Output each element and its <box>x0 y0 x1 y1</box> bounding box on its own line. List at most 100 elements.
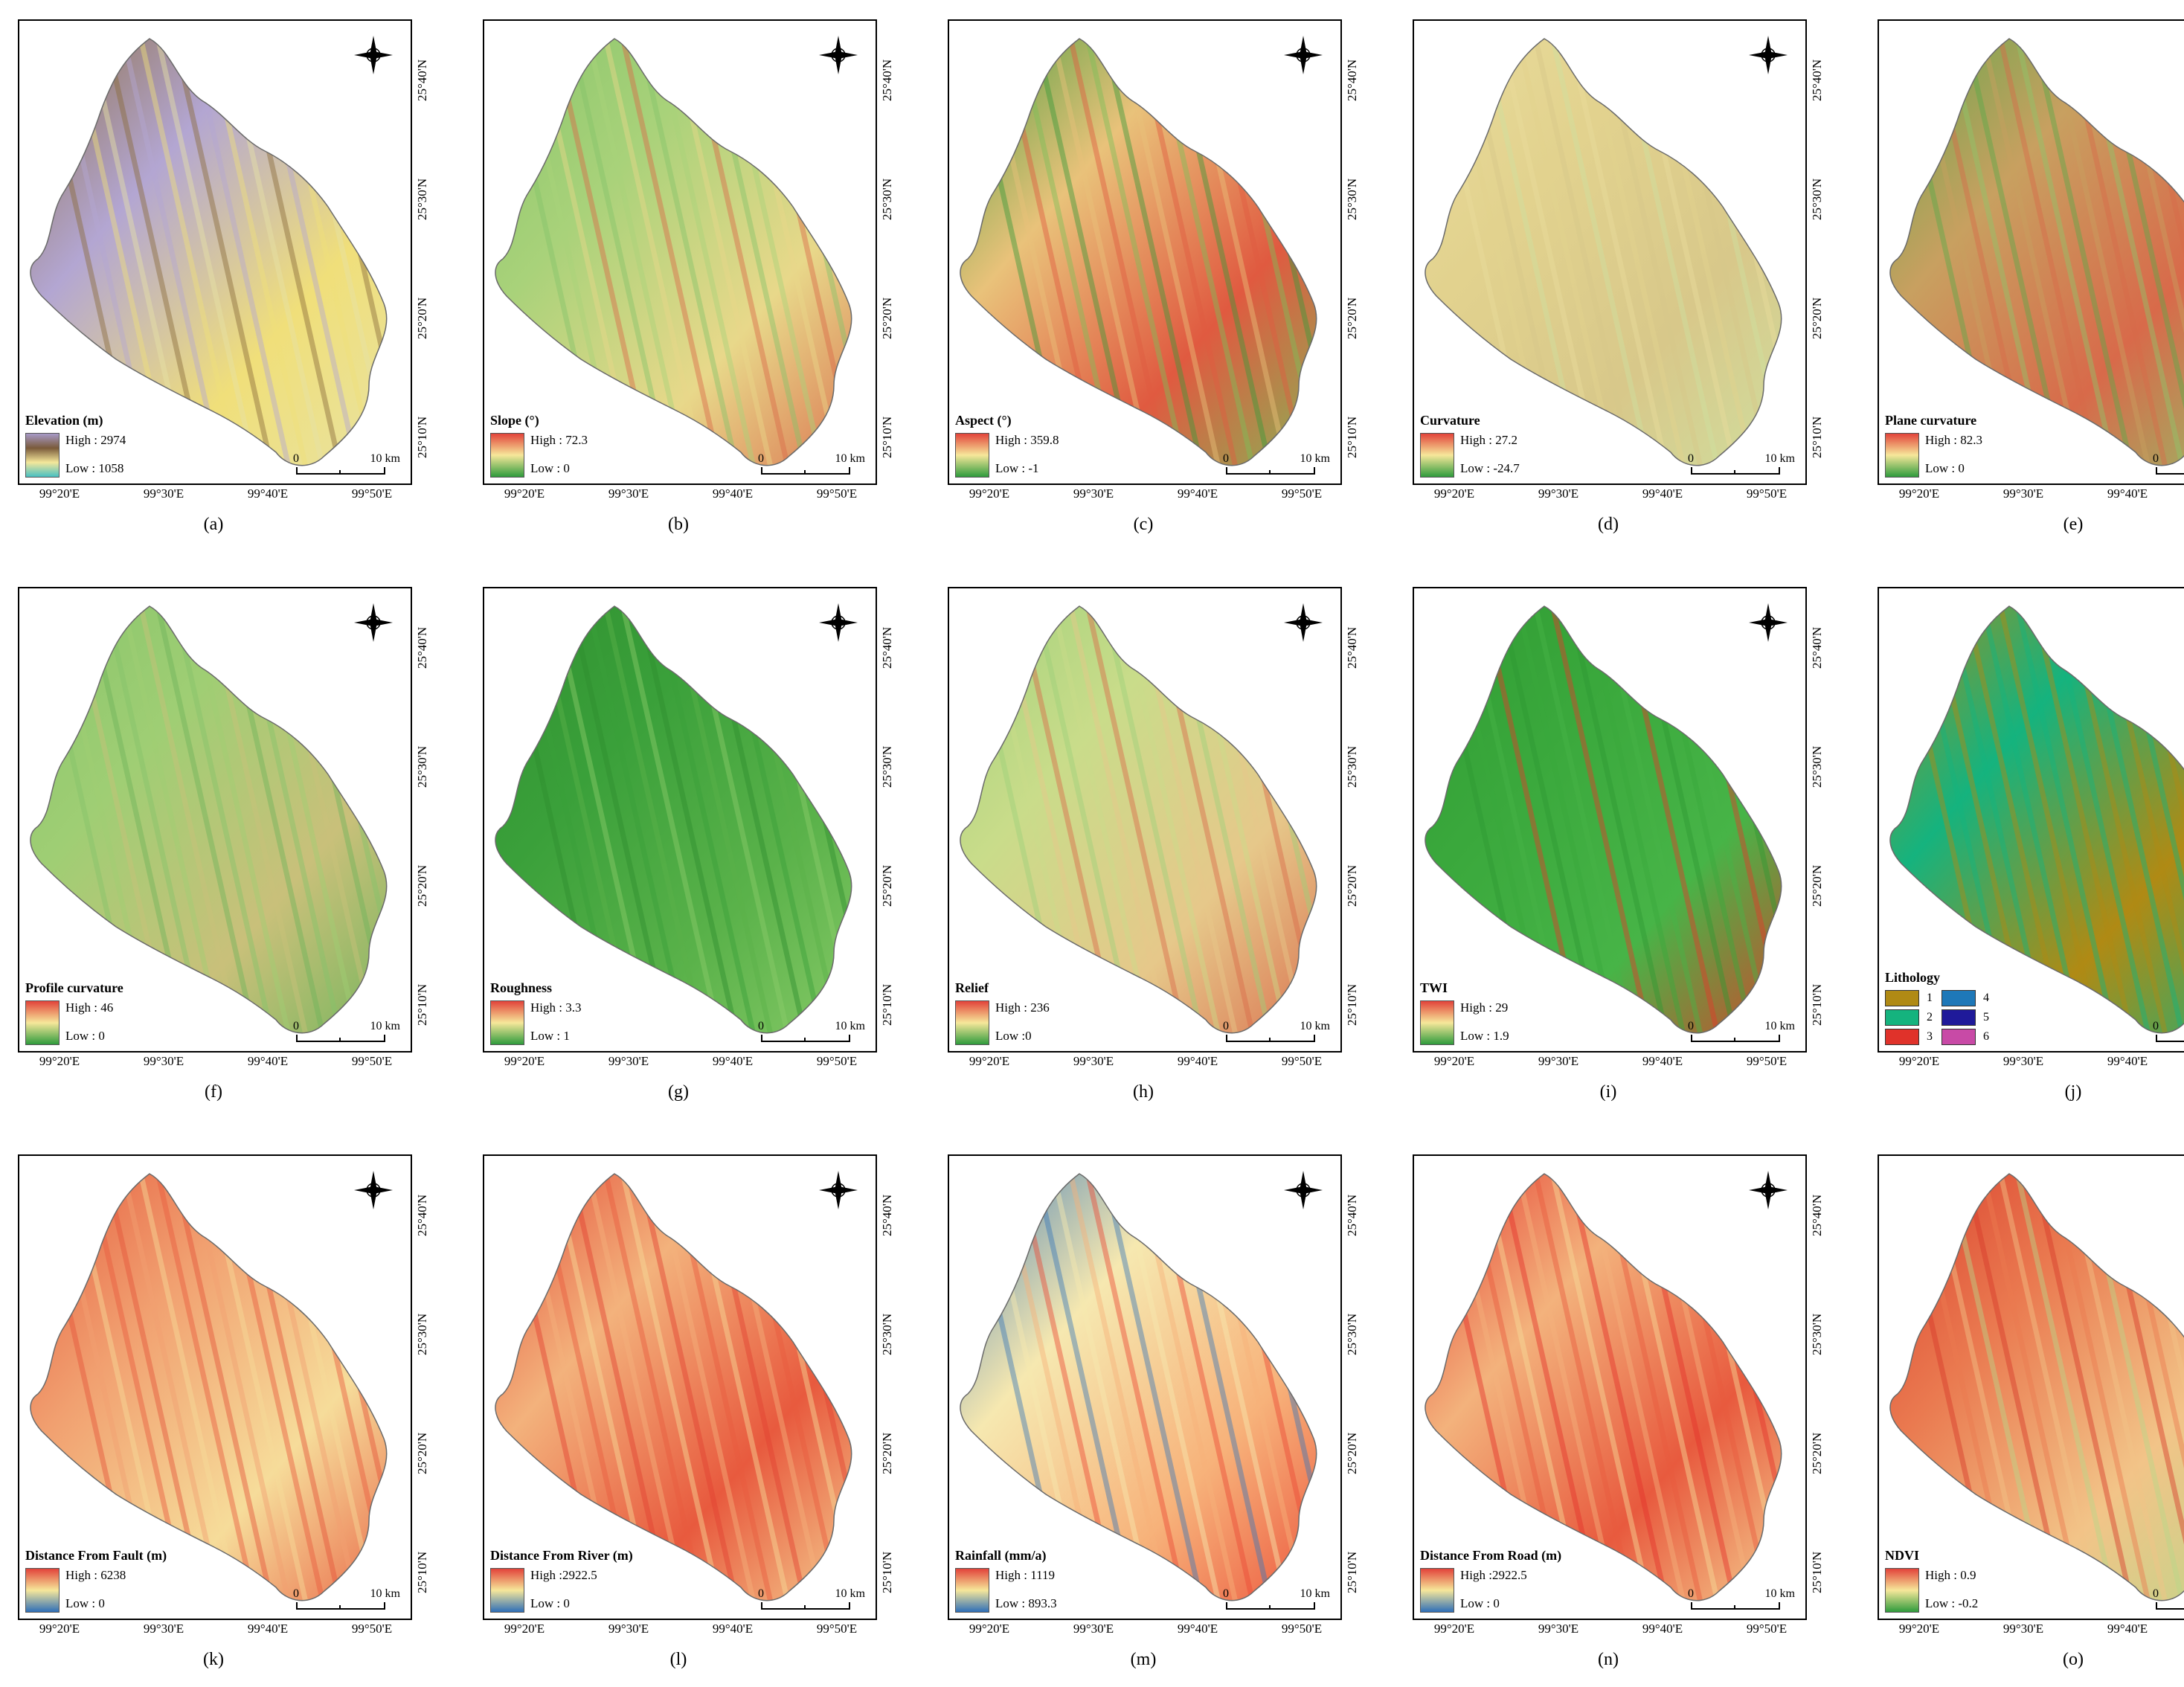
scale-tick <box>804 1605 806 1610</box>
legend-title: Slope (°) <box>490 413 539 428</box>
panel-caption: (e) <box>2063 515 2084 534</box>
longitude-label: 99°30'E <box>2002 1622 2044 1636</box>
map-legend: Curvature High : 27.2 Low : -24.7 <box>1420 413 1520 478</box>
map-panel-i: TWI High : 29 Low : 1.9 0 10 km 25°40'N 25°30'… <box>1402 576 1837 1119</box>
legend-high-label: High : 2974 <box>65 433 126 447</box>
map-frame: Distance From River (m) High :2922.5 Low :… <box>483 1154 877 1620</box>
latitude-label: 25°30'N <box>1345 178 1359 220</box>
latitude-labels: 25°40'N 25°30'N 25°20'N 25°10'N <box>1342 587 1372 1050</box>
longitude-label: 99°30'E <box>608 1622 649 1636</box>
study-area-boundary <box>495 605 852 1034</box>
study-area-boundary <box>1425 605 1782 1034</box>
latitude-label: 25°40'N <box>415 59 429 101</box>
raster-texture <box>821 1174 852 1601</box>
raster-texture <box>1064 606 1174 1033</box>
scale-line <box>296 1602 385 1610</box>
longitude-label: 99°40'E <box>1642 486 1683 501</box>
ramp-labels: High : 1119 Low : 893.3 <box>995 1568 1057 1611</box>
latitude-label: 25°10'N <box>1810 416 1824 458</box>
latitude-label: 25°10'N <box>415 416 429 458</box>
scale-zero: 0 <box>293 1020 299 1032</box>
panel-caption: (j) <box>2064 1082 2082 1102</box>
raster-texture <box>1546 39 1656 466</box>
longitude-label: 99°30'E <box>143 1622 184 1636</box>
latitude-label: 25°40'N <box>880 1194 894 1236</box>
longitude-labels: 99°20'E99°30'E99°40'E99°50'E <box>1878 1054 2184 1073</box>
ramp-labels: High :2922.5 Low : 0 <box>530 1568 597 1611</box>
class-label: 3 <box>1927 1030 1933 1043</box>
longitude-label: 99°50'E <box>1746 1622 1788 1636</box>
scale-bar: 0 10 km <box>758 1587 865 1610</box>
raster-texture <box>151 606 261 1033</box>
map-frame: TWI High : 29 Low : 1.9 0 10 km <box>1413 587 1807 1053</box>
scale-line <box>1691 1602 1780 1610</box>
raster-texture <box>838 1174 852 1601</box>
scale-line <box>296 1035 385 1042</box>
raster-texture <box>2011 39 2121 466</box>
longitude-label: 99°30'E <box>1538 1054 1579 1068</box>
latitude-label: 25°30'N <box>1810 745 1824 788</box>
legend-title: Roughness <box>490 980 553 995</box>
color-ramp <box>25 1000 60 1045</box>
map-panel-m: Rainfall (mm/a) High : 1119 Low : 893.3 0 10… <box>937 1144 1372 1687</box>
scale-zero: 0 <box>1223 1587 1229 1600</box>
latitude-label: 25°10'N <box>1345 1551 1359 1593</box>
scale-distance: 10 km <box>835 452 865 465</box>
raster-texture <box>1788 1156 1805 1619</box>
legend-low-label: Low : 893.3 <box>995 1596 1057 1610</box>
longitude-label: 99°30'E <box>143 1054 184 1068</box>
latitude-label: 25°20'N <box>1345 864 1359 907</box>
north-arrow-icon <box>819 603 858 642</box>
longitude-label: 99°50'E <box>351 486 393 501</box>
lithology-class: 3 <box>1885 1029 1933 1045</box>
raster-texture <box>151 39 261 466</box>
longitude-label: 99°20'E <box>1433 1622 1475 1636</box>
longitude-label: 99°50'E <box>816 1054 858 1068</box>
map-frame: Roughness High : 3.3 Low : 1 0 10 km <box>483 587 877 1053</box>
map-legend: Distance From Road (m) High :2922.5 Low : … <box>1420 1548 1561 1613</box>
latitude-label: 25°40'N <box>1345 59 1359 101</box>
scale-zero: 0 <box>758 452 764 465</box>
map-frame: Distance From Road (m) High :2922.5 Low : … <box>1413 1154 1807 1620</box>
scale-distance: 10 km <box>370 452 400 465</box>
scale-bar: 0 10 km <box>1688 452 1795 475</box>
ramp-labels: High : 236 Low :0 <box>995 1000 1050 1044</box>
raster-texture <box>599 606 709 1033</box>
scale-line <box>2156 1035 2184 1042</box>
raster-texture <box>1751 606 1782 1033</box>
lithology-class: 2 <box>1885 1009 1933 1026</box>
legend-low-label: Low : 0 <box>530 1596 570 1610</box>
map-legend: Elevation (m) High : 2974 Low : 1058 <box>25 413 126 478</box>
longitude-label: 99°20'E <box>969 486 1010 501</box>
raster-texture <box>117 1174 227 1601</box>
latitude-label: 25°40'N <box>415 626 429 669</box>
longitude-label: 99°50'E <box>816 1622 858 1636</box>
raster-texture <box>1047 606 1157 1033</box>
raster-texture <box>373 1174 387 1601</box>
latitude-label: 25°10'N <box>1810 1551 1824 1593</box>
raster-texture <box>858 588 876 1051</box>
scale-zero: 0 <box>1688 1020 1694 1032</box>
latitude-label: 25°10'N <box>880 416 894 458</box>
scale-distance: 10 km <box>835 1587 865 1600</box>
raster-texture <box>1994 1174 2104 1601</box>
color-ramp <box>955 1568 989 1613</box>
latitude-label: 25°30'N <box>1810 1313 1824 1355</box>
color-ramp <box>490 1568 524 1613</box>
legend-high-label: High : 82.3 <box>1925 433 1982 447</box>
scale-line <box>1226 1602 1315 1610</box>
study-area-map <box>960 38 1317 466</box>
latitude-label: 25°10'N <box>1810 983 1824 1026</box>
latitude-label: 25°10'N <box>415 983 429 1026</box>
scale-distance: 10 km <box>1300 1020 1330 1032</box>
legend-low-label: Low : 0 <box>530 461 570 475</box>
class-swatch <box>1941 1009 1976 1026</box>
scale-distance: 10 km <box>1300 1587 1330 1600</box>
raster-texture <box>1976 1174 2087 1601</box>
legend-low-label: Low : 0 <box>65 1029 105 1043</box>
latitude-label: 25°20'N <box>1810 297 1824 339</box>
legend-high-label: High : 3.3 <box>530 1000 582 1015</box>
color-ramp <box>1420 1000 1454 1045</box>
